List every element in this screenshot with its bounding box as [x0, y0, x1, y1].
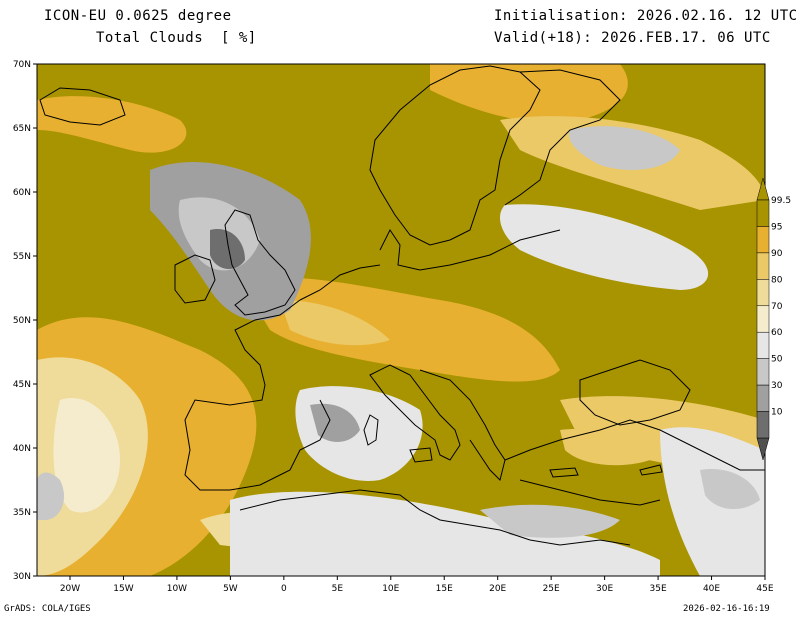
lon-label: 30E [596, 584, 613, 594]
coastlines [39, 65, 765, 546]
colorbar-swatch [756, 384, 770, 412]
lon-label: 5E [332, 584, 344, 594]
colorbar-label: 90 [771, 249, 783, 259]
lon-label: 0 [281, 584, 287, 594]
lon-label: 20W [60, 584, 80, 594]
colorbar-label: 10 [771, 408, 783, 418]
colorbar-swatch [756, 411, 770, 439]
lon-label: 40E [703, 584, 720, 594]
lat-label: 55N [13, 252, 31, 262]
lon-label: 45E [756, 584, 773, 594]
lon-label: 15E [436, 584, 453, 594]
lon-label: 35E [650, 584, 667, 594]
colorbar-label: 30 [771, 381, 783, 391]
lat-label: 45N [13, 380, 31, 390]
colorbar-swatch [756, 226, 770, 254]
lat-label: 60N [13, 188, 31, 198]
colorbar-swatch [756, 199, 770, 227]
colorbar-swatch [756, 305, 770, 333]
footer-timestamp: 2026-02-16-16:19 [683, 604, 770, 614]
longitude-axis: 20W 15W 10W 5W 0 5E 10E 15E 20E 25E 30E 35E 40E 45E [60, 576, 774, 594]
footer-software: GrADS: COLA/IGES [4, 604, 91, 614]
lon-label: 15W [113, 584, 133, 594]
colorbar-swatch [756, 358, 770, 386]
colorbar-label: 80 [771, 275, 783, 285]
lat-label: 30N [13, 572, 31, 582]
colorbar-label: 50 [771, 355, 783, 365]
latitude-axis: 70N 65N 60N 55N 50N 45N 40N 35N 30N [13, 60, 37, 582]
lat-label: 35N [13, 508, 31, 518]
colorbar-label: 60 [771, 328, 783, 338]
lon-label: 25E [543, 584, 560, 594]
lon-label: 5W [223, 584, 238, 594]
colorbar-label: 99.5 [771, 196, 791, 206]
model-title: ICON-EU 0.0625 degree [44, 8, 232, 24]
colorbar-label: 95 [771, 222, 782, 232]
colorbar-label: 70 [771, 302, 783, 312]
lon-label: 10E [382, 584, 399, 594]
lon-label: 10W [167, 584, 187, 594]
lat-label: 50N [13, 316, 31, 326]
init-time: Initialisation: 2026.02.16. 12 UTC [494, 8, 798, 24]
lat-label: 65N [13, 124, 31, 134]
field-title: Total Clouds [ %] [96, 30, 257, 46]
lon-label: 20E [489, 584, 506, 594]
colorbar-swatch [756, 252, 770, 280]
lat-label: 70N [13, 60, 31, 70]
cloud-field [37, 64, 765, 576]
colorbar-swatch [756, 331, 770, 359]
lat-label: 40N [13, 444, 31, 454]
colorbar: 99.5 95 90 80 70 60 50 30 10 [756, 177, 791, 461]
colorbar-swatch [756, 279, 770, 307]
valid-time: Valid(+18): 2026.FEB.17. 06 UTC [494, 30, 771, 46]
